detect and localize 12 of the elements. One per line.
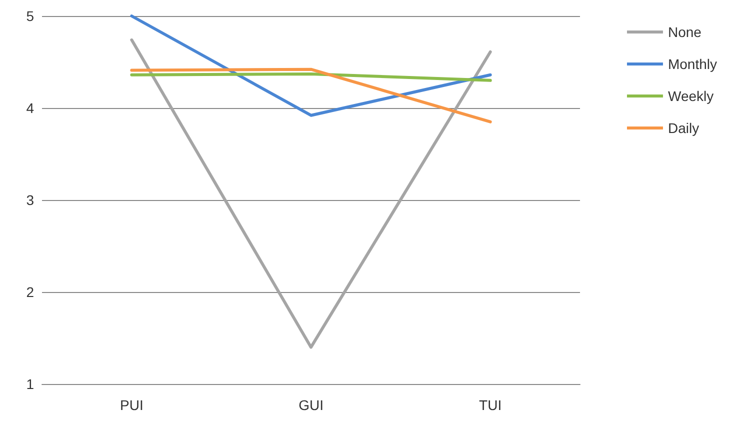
legend-label: Monthly	[668, 56, 718, 72]
x-tick-label: TUI	[479, 397, 502, 413]
y-tick-label: 3	[26, 192, 34, 208]
y-tick-label: 4	[26, 100, 34, 116]
x-tick-label: GUI	[298, 397, 324, 413]
legend-label: None	[668, 24, 702, 40]
y-tick-label: 1	[26, 376, 34, 392]
x-tick-label: PUI	[120, 397, 144, 413]
legend-label: Daily	[668, 120, 700, 136]
legend-label: Weekly	[668, 88, 714, 104]
y-tick-label: 5	[26, 8, 34, 24]
y-tick-label: 2	[26, 284, 34, 300]
